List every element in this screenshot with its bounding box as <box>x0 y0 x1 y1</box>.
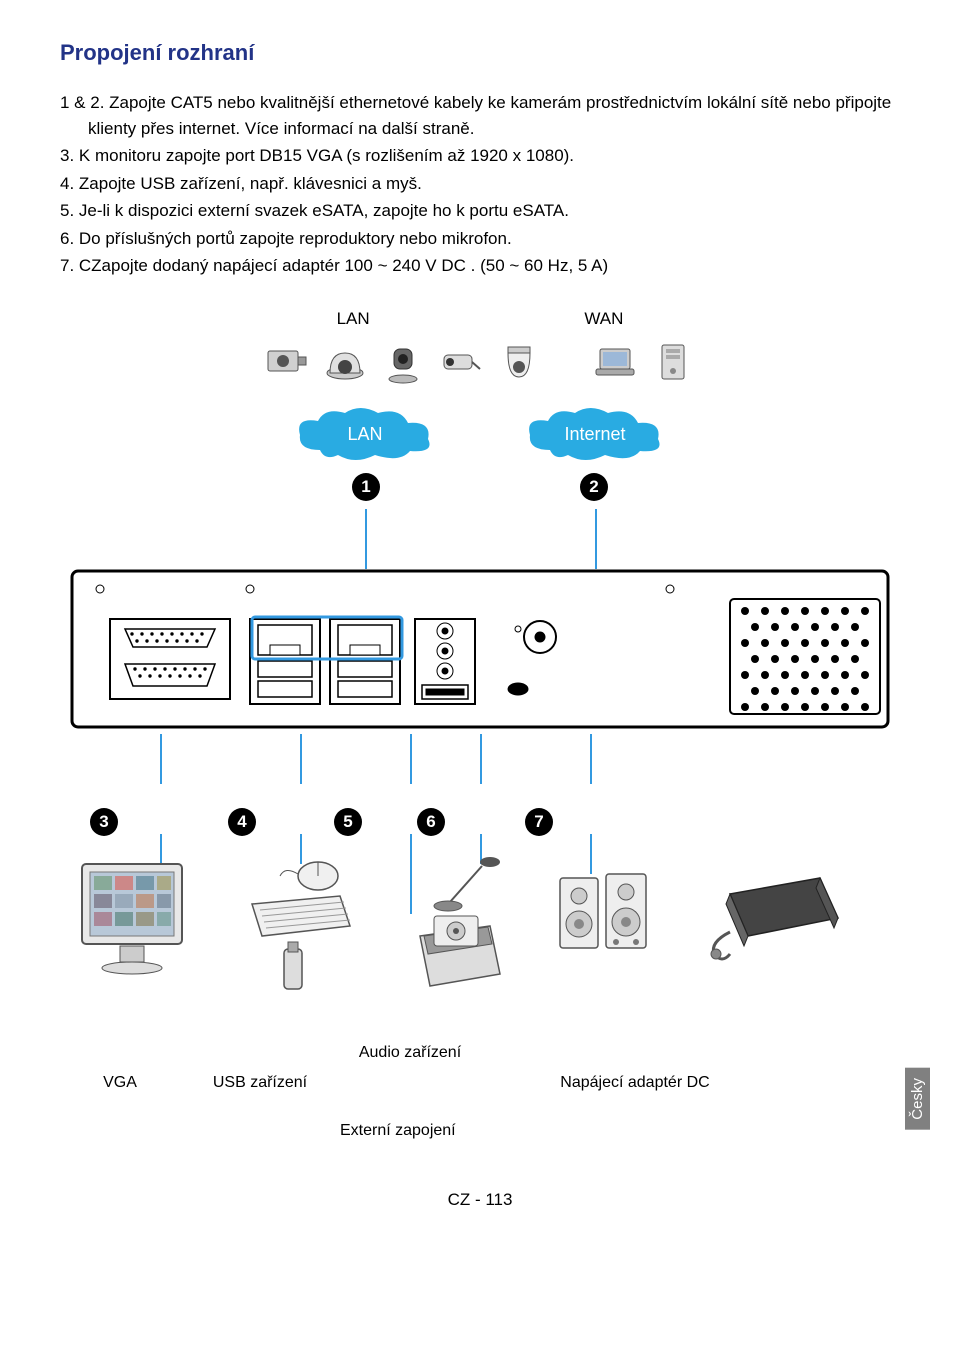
bottom-callouts: 3 4 5 6 7 <box>90 808 900 836</box>
step-5: 5. Je-li k dispozici externí svazek eSAT… <box>60 198 900 224</box>
step-4: 4. Zapojte USB zařízení, např. klávesnic… <box>60 171 900 197</box>
external-label: Externí zapojení <box>340 1122 900 1140</box>
bottom-leader-lines <box>60 734 900 784</box>
pc-tower-icon <box>648 339 698 385</box>
keyboard-mouse-usb-icon <box>240 854 360 1004</box>
callout-1: 1 <box>352 473 380 501</box>
power-label: Napájecí adaptér DC <box>560 1074 710 1092</box>
hdd-dock-mic-icon <box>400 854 520 1014</box>
audio-label: Audio zařízení <box>340 1044 480 1092</box>
camera-ptz-icon <box>378 339 428 385</box>
callout-6: 6 <box>417 808 445 836</box>
page-footer: CZ - 113 <box>60 1190 900 1210</box>
top-callouts: 1 2 <box>60 473 900 501</box>
rear-panel <box>70 569 890 734</box>
callout-7: 7 <box>525 808 553 836</box>
usb-label: USB zařízení <box>200 1074 320 1092</box>
step-1-2: 1 & 2. Zapojte CAT5 nebo kvalitnější eth… <box>60 90 900 141</box>
step-6: 6. Do příslušných portů zapojte reproduk… <box>60 226 900 252</box>
lan-cloud-label: LAN <box>347 424 382 445</box>
internet-cloud: Internet <box>520 405 670 465</box>
callout-3: 3 <box>90 808 118 836</box>
cloud-row: LAN Internet <box>60 405 900 465</box>
internet-cloud-label: Internet <box>564 424 625 445</box>
page-heading: Propojení rozhraní <box>60 40 900 66</box>
power-adapter-icon <box>700 854 850 974</box>
laptop-icon <box>590 339 640 385</box>
speakers-icon <box>550 854 660 974</box>
step-3: 3. K monitoru zapojte port DB15 VGA (s r… <box>60 143 900 169</box>
callout-4: 4 <box>228 808 256 836</box>
language-tab: Česky <box>905 1068 930 1130</box>
monitor-icon <box>70 854 200 984</box>
camera-bullet-icon <box>436 339 486 385</box>
steps-list: 1 & 2. Zapojte CAT5 nebo kvalitnější eth… <box>60 90 900 279</box>
callout-5: 5 <box>334 808 362 836</box>
top-leader-lines <box>60 509 900 569</box>
lan-label-top: LAN <box>337 309 370 329</box>
camera-speed-dome-icon <box>494 339 544 385</box>
lan-cloud: LAN <box>290 405 440 465</box>
vga-label: VGA <box>60 1074 180 1092</box>
device-row <box>60 339 900 385</box>
step-7: 7. CZapojte dodaný napájecí adaptér 100 … <box>60 253 900 279</box>
camera-box-icon <box>262 339 312 385</box>
lan-wan-labels: LAN WAN <box>60 309 900 329</box>
camera-dome-icon <box>320 339 370 385</box>
wan-label-top: WAN <box>584 309 623 329</box>
bottom-labels: VGA USB zařízení Audio zařízení Napájecí… <box>60 1074 900 1092</box>
callout-2: 2 <box>580 473 608 501</box>
bottom-illustrations <box>70 854 900 1034</box>
